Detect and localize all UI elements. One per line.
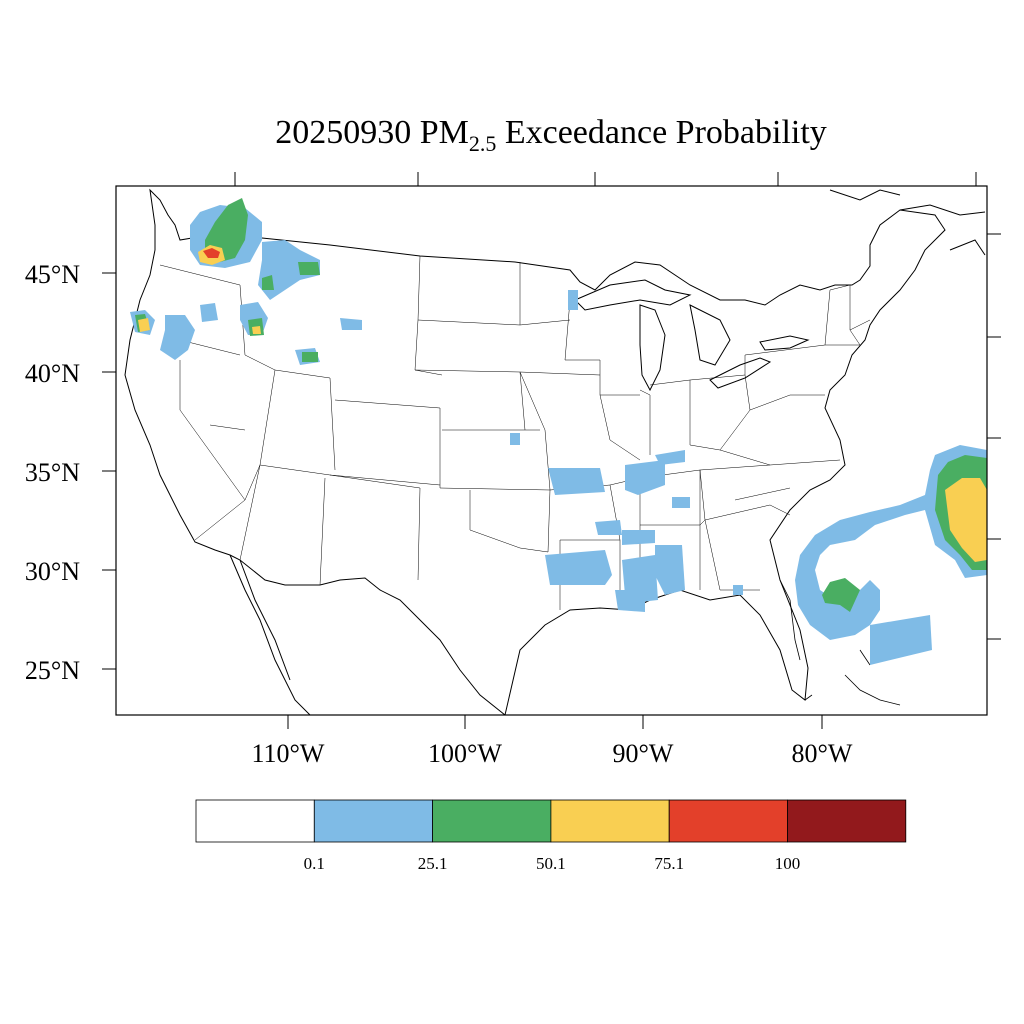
lat-label-30n: 30°N <box>25 557 80 586</box>
lat-label-35n: 35°N <box>25 458 80 487</box>
colorbar-label-25-1: 25.1 <box>418 854 448 873</box>
lon-label-90w: 90°W <box>613 739 674 768</box>
lake-huron <box>689 304 731 366</box>
lon-label-110w: 110°W <box>252 739 325 768</box>
coast-details <box>779 579 901 706</box>
lon-label-100w: 100°W <box>428 739 502 768</box>
lat-label-40n: 40°N <box>25 359 80 388</box>
colorbar-swatch-yellow <box>550 799 670 843</box>
colorbar-label-0-1: 0.1 <box>304 854 325 873</box>
lake-ontario <box>759 335 810 351</box>
colorbar-swatch-green <box>432 799 552 843</box>
colorbar-label-100: 100 <box>775 854 801 873</box>
title-suffix: Exceedance Probability <box>496 114 826 151</box>
axis-ticks <box>102 172 1001 729</box>
colorbar-swatch-dark-red <box>787 799 907 843</box>
title-subscript: 2.5 <box>469 131 497 156</box>
colorbar-swatch-red <box>668 799 788 843</box>
lake-erie <box>709 357 772 389</box>
lake-superior <box>574 279 692 311</box>
lat-label-45n: 45°N <box>25 260 80 289</box>
colorbar-swatch-white <box>195 799 315 843</box>
map-frame <box>115 185 988 716</box>
map-title: 20250930 PM2.5 Exceedance Probability <box>275 114 827 156</box>
map-area <box>124 188 987 715</box>
colorbar-swatch-blue <box>313 799 433 843</box>
baja-coast <box>229 554 311 715</box>
title-prefix: 20250930 PM <box>275 114 469 151</box>
lon-label-80w: 80°W <box>792 739 853 768</box>
colorbar: 0.1 25.1 50.1 75.1 100 <box>195 799 907 873</box>
us-outline <box>124 188 946 715</box>
colorbar-label-75-1: 75.1 <box>654 854 684 873</box>
prob-yellow-areas <box>138 245 987 562</box>
lat-label-25n: 25°N <box>25 656 80 685</box>
canada-coast <box>829 189 986 256</box>
prob-red-areas <box>203 248 220 258</box>
lake-michigan <box>639 304 666 392</box>
colorbar-label-50-1: 50.1 <box>536 854 566 873</box>
state-lines <box>159 255 871 610</box>
